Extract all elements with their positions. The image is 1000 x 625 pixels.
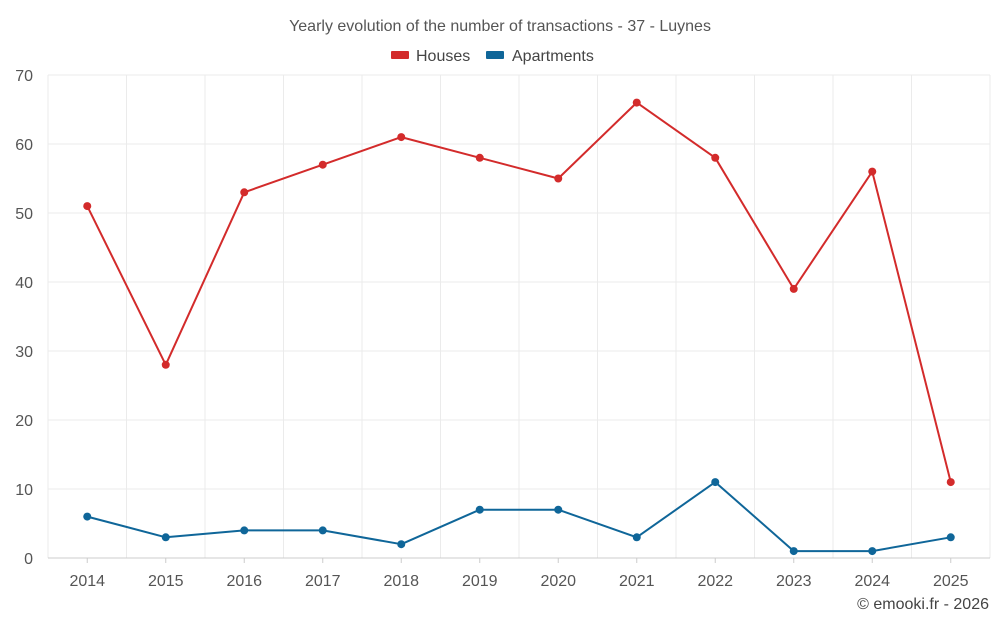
x-tick-label: 2022 [697, 573, 733, 590]
x-tick-label: 2024 [854, 573, 890, 590]
credit-text: © emooki.fr - 2026 [857, 596, 989, 613]
x-tick-label: 2021 [619, 573, 655, 590]
legend-swatch-apartments [486, 51, 504, 59]
legend-label-apartments: Apartments [512, 48, 594, 65]
data-point-apartments[interactable] [83, 512, 92, 521]
x-tick-label: 2016 [226, 573, 262, 590]
data-point-houses[interactable] [946, 478, 955, 487]
y-tick-label: 20 [15, 413, 33, 430]
y-tick-label: 10 [15, 482, 33, 499]
y-tick-label: 70 [15, 68, 33, 85]
data-point-apartments[interactable] [397, 540, 406, 549]
data-point-apartments[interactable] [240, 526, 249, 535]
y-tick-label: 50 [15, 206, 33, 223]
data-point-houses[interactable] [711, 153, 720, 162]
y-tick-label: 0 [24, 551, 33, 568]
grid [47, 74, 991, 558]
data-point-houses[interactable] [83, 202, 92, 211]
data-point-houses[interactable] [397, 133, 406, 142]
data-point-houses[interactable] [554, 174, 563, 183]
x-tick-label: 2025 [933, 573, 969, 590]
series-line-apartments [86, 481, 951, 553]
data-point-apartments[interactable] [946, 533, 955, 542]
x-tick-label: 2020 [540, 573, 576, 590]
data-point-apartments[interactable] [161, 533, 170, 542]
x-tick-label: 2019 [462, 573, 498, 590]
data-point-houses[interactable] [789, 284, 798, 293]
data-point-houses[interactable] [475, 153, 484, 162]
legend-item-houses[interactable]: Houses [391, 48, 470, 65]
x-tick-label: 2023 [776, 573, 812, 590]
x-tick-label: 2015 [148, 573, 184, 590]
data-point-houses[interactable] [318, 160, 327, 169]
series-layer [83, 98, 955, 556]
data-point-apartments[interactable] [711, 478, 720, 487]
data-point-apartments[interactable] [475, 505, 484, 514]
data-point-houses[interactable] [868, 167, 877, 176]
x-tick-label: 2018 [383, 573, 419, 590]
legend-label-houses: Houses [416, 48, 470, 65]
data-point-houses[interactable] [632, 98, 641, 107]
axes: 0 10 20 30 40 50 60 70 2014 2015 2016 2017 2018 2019 2… [15, 68, 990, 590]
x-tick-label: 2014 [69, 573, 105, 590]
series-line-houses [86, 101, 952, 483]
legend-item-apartments[interactable]: Apartments [486, 48, 594, 65]
data-point-apartments[interactable] [789, 547, 798, 556]
data-point-apartments[interactable] [868, 547, 877, 556]
y-tick-label: 40 [15, 275, 33, 292]
data-point-houses[interactable] [240, 188, 249, 197]
chart-title: Yearly evolution of the number of transa… [289, 18, 711, 35]
data-point-houses[interactable] [161, 360, 170, 369]
data-point-apartments[interactable] [318, 526, 327, 535]
x-tick-label: 2017 [305, 573, 341, 590]
data-point-apartments[interactable] [554, 505, 563, 514]
data-point-apartments[interactable] [632, 533, 641, 542]
y-tick-label: 60 [15, 137, 33, 154]
legend: Houses Apartments [391, 48, 594, 65]
legend-swatch-houses [391, 51, 409, 59]
y-tick-label: 30 [15, 344, 33, 361]
